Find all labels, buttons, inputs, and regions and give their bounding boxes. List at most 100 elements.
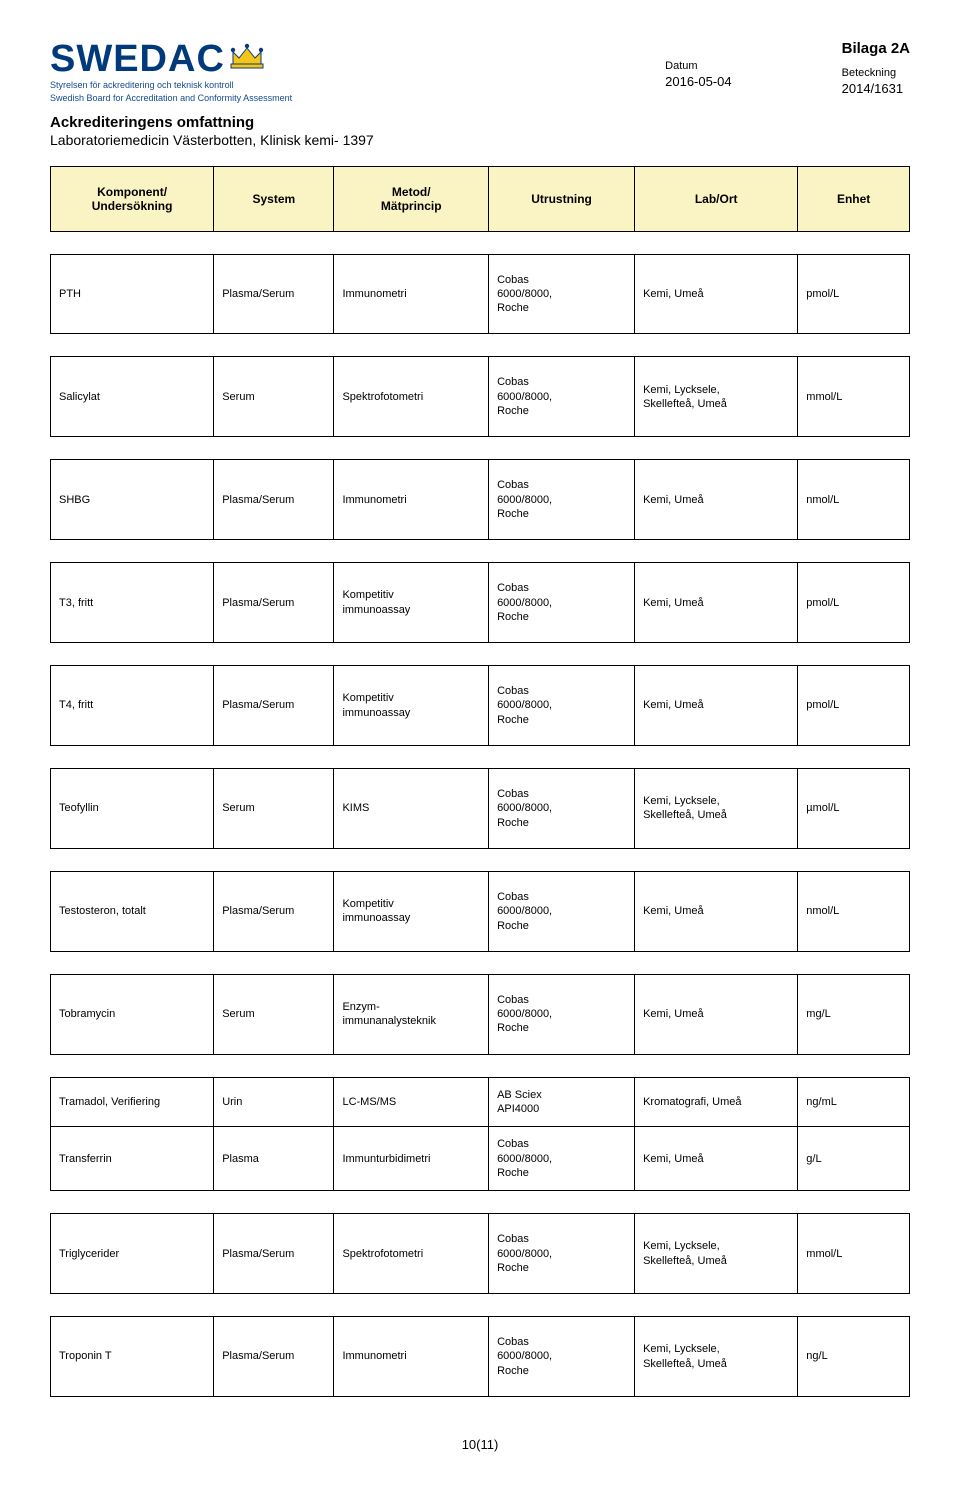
cell: ng/L	[798, 1317, 910, 1397]
cell: nmol/L	[798, 460, 910, 540]
table-row: T4, frittPlasma/SerumKompetitivimmunoass…	[51, 666, 910, 746]
cell: Testosteron, totalt	[51, 871, 214, 951]
cell: Urin	[214, 1077, 334, 1127]
table-row: TeofyllinSerumKIMSCobas6000/8000,RocheKe…	[51, 769, 910, 849]
table-row: PTHPlasma/SerumImmunometriCobas6000/8000…	[51, 254, 910, 334]
data-table: TeofyllinSerumKIMSCobas6000/8000,RocheKe…	[50, 768, 910, 849]
cell: Cobas6000/8000,Roche	[489, 1214, 635, 1294]
col-metod: Metod/Mätprincip	[334, 166, 489, 231]
beteckning-value: 2014/1631	[842, 81, 910, 96]
cell: Plasma/Serum	[214, 871, 334, 951]
page-title: Ackrediteringens omfattning	[50, 114, 910, 131]
data-table: Testosteron, totaltPlasma/SerumKompetiti…	[50, 871, 910, 952]
data-table: T4, frittPlasma/SerumKompetitivimmunoass…	[50, 665, 910, 746]
cell: Immunturbidimetri	[334, 1127, 489, 1191]
logo-area: SWEDAC Styrelsen för ackreditering och t…	[50, 40, 665, 104]
cell: pmol/L	[798, 666, 910, 746]
table-row: Testosteron, totaltPlasma/SerumKompetiti…	[51, 871, 910, 951]
table-row: Troponin TPlasma/SerumImmunometriCobas60…	[51, 1317, 910, 1397]
cell: ng/mL	[798, 1077, 910, 1127]
table-row: TransferrinPlasmaImmunturbidimetriCobas6…	[51, 1127, 910, 1191]
cell: Immunometri	[334, 254, 489, 334]
table-row: SalicylatSerumSpektrofotometriCobas6000/…	[51, 357, 910, 437]
cell: Kemi, Lycksele,Skellefteå, Umeå	[635, 1317, 798, 1397]
col-enhet: Enhet	[798, 166, 910, 231]
cell: Cobas6000/8000,Roche	[489, 1317, 635, 1397]
cell: Plasma/Serum	[214, 1317, 334, 1397]
logo-block: SWEDAC Styrelsen för ackreditering och t…	[50, 40, 292, 104]
cell: KIMS	[334, 769, 489, 849]
data-table: SHBGPlasma/SerumImmunometriCobas6000/800…	[50, 459, 910, 540]
cell: mmol/L	[798, 1214, 910, 1294]
cell: Plasma/Serum	[214, 666, 334, 746]
logo-text: SWEDAC	[50, 40, 225, 78]
table-row: TobramycinSerumEnzym-immunanalysteknikCo…	[51, 974, 910, 1054]
logo-subtitle-1: Styrelsen för ackreditering och teknisk …	[50, 80, 292, 91]
col-labort: Lab/Ort	[635, 166, 798, 231]
cell: g/L	[798, 1127, 910, 1191]
page: SWEDAC Styrelsen för ackreditering och t…	[0, 0, 960, 1492]
cell: mg/L	[798, 974, 910, 1054]
table-row: TriglyceriderPlasma/SerumSpektrofotometr…	[51, 1214, 910, 1294]
header-table: Komponent/Undersökning System Metod/Mätp…	[50, 166, 910, 232]
beteckning-block: Bilaga 2A Beteckning 2014/1631	[842, 40, 910, 96]
cell: Enzym-immunanalysteknik	[334, 974, 489, 1054]
data-table: Troponin TPlasma/SerumImmunometriCobas60…	[50, 1316, 910, 1397]
cell: PTH	[51, 254, 214, 334]
cell: Kemi, Lycksele,Skellefteå, Umeå	[635, 769, 798, 849]
cell: Kompetitivimmunoassay	[334, 666, 489, 746]
cell: nmol/L	[798, 871, 910, 951]
cell: µmol/L	[798, 769, 910, 849]
cell: Tramadol, Verifiering	[51, 1077, 214, 1127]
cell: Transferrin	[51, 1127, 214, 1191]
col-utrustning: Utrustning	[489, 166, 635, 231]
col-komponent: Komponent/Undersökning	[51, 166, 214, 231]
cell: Kemi, Umeå	[635, 460, 798, 540]
cell: Triglycerider	[51, 1214, 214, 1294]
table-row: T3, frittPlasma/SerumKompetitivimmunoass…	[51, 563, 910, 643]
cell: Kemi, Umeå	[635, 666, 798, 746]
cell: SHBG	[51, 460, 214, 540]
cell: Kromatografi, Umeå	[635, 1077, 798, 1127]
bilaga-label: Bilaga 2A	[842, 40, 910, 57]
page-subtitle: Laboratoriemedicin Västerbotten, Klinisk…	[50, 132, 910, 148]
cell: Plasma	[214, 1127, 334, 1191]
cell: Plasma/Serum	[214, 563, 334, 643]
cell: Cobas6000/8000,Roche	[489, 666, 635, 746]
cell: Plasma/Serum	[214, 460, 334, 540]
cell: Kompetitivimmunoassay	[334, 563, 489, 643]
logo-subtitle-2: Swedish Board for Accreditation and Conf…	[50, 93, 292, 104]
cell: AB SciexAPI4000	[489, 1077, 635, 1127]
cell: Spektrofotometri	[334, 357, 489, 437]
datum-label: Datum	[665, 60, 732, 72]
data-table: SalicylatSerumSpektrofotometriCobas6000/…	[50, 356, 910, 437]
cell: Plasma/Serum	[214, 254, 334, 334]
cell: pmol/L	[798, 563, 910, 643]
title-block: Ackrediteringens omfattning Laboratoriem…	[50, 114, 910, 148]
tables-container: PTHPlasma/SerumImmunometriCobas6000/8000…	[50, 254, 910, 1397]
cell: Cobas6000/8000,Roche	[489, 254, 635, 334]
datum-block: Datum 2016-05-04	[665, 40, 732, 96]
cell: Cobas6000/8000,Roche	[489, 871, 635, 951]
cell: Cobas6000/8000,Roche	[489, 357, 635, 437]
datum-value: 2016-05-04	[665, 74, 732, 89]
cell: T3, fritt	[51, 563, 214, 643]
cell: mmol/L	[798, 357, 910, 437]
cell: Kemi, Umeå	[635, 974, 798, 1054]
data-table: Tramadol, VerifieringUrinLC-MS/MSAB Scie…	[50, 1077, 910, 1191]
cell: Kemi, Lycksele,Skellefteå, Umeå	[635, 357, 798, 437]
table-row: Tramadol, VerifieringUrinLC-MS/MSAB Scie…	[51, 1077, 910, 1127]
cell: Kompetitivimmunoassay	[334, 871, 489, 951]
cell: Cobas6000/8000,Roche	[489, 460, 635, 540]
cell: Kemi, Umeå	[635, 563, 798, 643]
cell: Salicylat	[51, 357, 214, 437]
cell: Troponin T	[51, 1317, 214, 1397]
cell: Kemi, Umeå	[635, 871, 798, 951]
cell: Cobas6000/8000,Roche	[489, 769, 635, 849]
cell: Kemi, Lycksele,Skellefteå, Umeå	[635, 1214, 798, 1294]
crown-icon	[229, 42, 265, 77]
cell: Kemi, Umeå	[635, 1127, 798, 1191]
cell: Serum	[214, 769, 334, 849]
cell: Immunometri	[334, 1317, 489, 1397]
cell: LC-MS/MS	[334, 1077, 489, 1127]
